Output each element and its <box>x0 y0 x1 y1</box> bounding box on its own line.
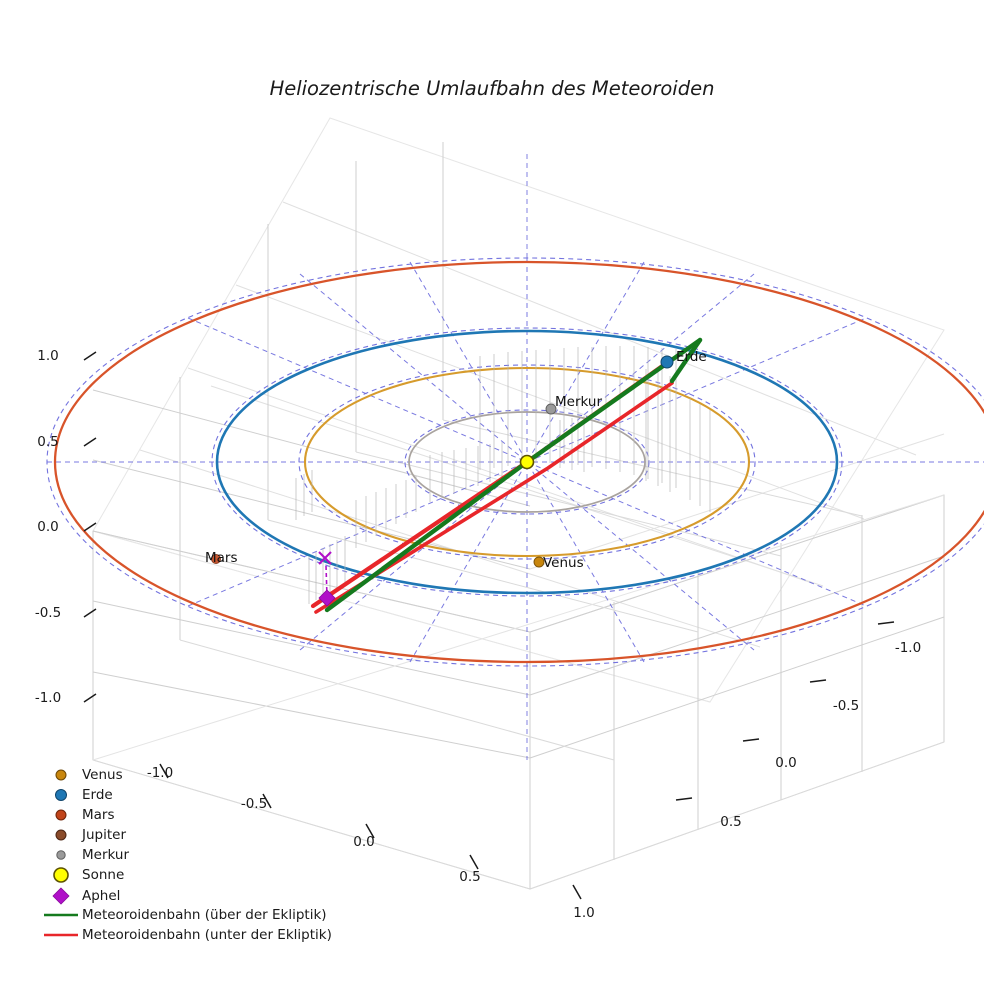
z-axis: 1.0 0.5 0.0 -0.5 -1.0 <box>35 348 97 706</box>
z-tick-label: 0.0 <box>37 519 58 535</box>
legend-marker-mars <box>55 809 67 821</box>
legend-marker-aphel <box>52 887 70 905</box>
y-tick-label: 0.0 <box>775 755 796 771</box>
z-tick-label: 1.0 <box>37 348 58 364</box>
x-tick-label: 1.0 <box>573 905 594 921</box>
x-tick-label: 0.0 <box>353 834 374 850</box>
y-tick-label: 0.5 <box>720 814 741 830</box>
orbit-venus <box>303 366 751 558</box>
legend-marker-erde <box>55 789 67 801</box>
orbit-merkur <box>408 411 646 513</box>
legend-label: Meteoroidenbahn (unter der Ekliptik) <box>82 927 332 943</box>
legend-label: Meteoroidenbahn (über der Ekliptik) <box>82 907 327 923</box>
legend-marker-venus <box>55 769 67 781</box>
orbit-mars <box>53 260 984 664</box>
page-title: Heliozentrische Umlaufbahn des Meteoroid… <box>270 77 715 100</box>
z-tick-label: -0.5 <box>35 605 61 621</box>
body-erde <box>660 355 674 369</box>
x-axis: -1.0 -0.5 0.0 0.5 1.0 <box>147 763 595 921</box>
x-tick-label: 0.5 <box>459 869 480 885</box>
legend-marker-jupiter <box>55 829 67 841</box>
legend-marker-sonne <box>53 867 69 883</box>
meteoroid-track-above-ecliptic <box>324 337 703 613</box>
body-sonne <box>519 454 535 470</box>
orbit-erde <box>215 329 839 595</box>
axes-pane-wireframe <box>92 117 945 890</box>
legend: Venus Erde Mars Jupiter Merkur Sonne Aph… <box>44 767 332 943</box>
planet-orbits <box>53 260 984 664</box>
legend-label: Merkur <box>82 847 129 863</box>
z-tick-label: -1.0 <box>35 690 61 706</box>
legend-label: Jupiter <box>81 827 126 843</box>
body-label-erde: Erde <box>676 349 707 365</box>
aphelion-drop-line <box>325 565 328 597</box>
ecliptic-radial-spokes <box>47 258 984 666</box>
planet-bodies: Merkur Venus Erde Mars <box>205 349 707 571</box>
body-label-merkur: Merkur <box>555 394 602 410</box>
legend-label: Erde <box>82 787 113 803</box>
body-label-mars: Mars <box>205 550 238 566</box>
x-tick-label: -0.5 <box>241 796 267 812</box>
body-merkur <box>545 403 557 415</box>
aphelion-projection-x-icon <box>318 551 332 565</box>
legend-marker-merkur <box>56 850 66 860</box>
body-label-venus: Venus <box>543 555 584 571</box>
legend-label: Mars <box>82 807 115 823</box>
body-venus <box>533 556 545 568</box>
y-tick-label: -0.5 <box>833 698 859 714</box>
aphelion-diamond-icon <box>318 589 336 607</box>
z-tick-label: 0.5 <box>37 434 58 450</box>
x-tick-label: -1.0 <box>147 765 173 781</box>
y-axis: -1.0 -0.5 0.0 0.5 <box>675 621 921 830</box>
aphelion-marker-group <box>318 551 336 607</box>
y-tick-label: -1.0 <box>895 640 921 656</box>
body-mars <box>211 554 221 564</box>
legend-label: Venus <box>82 767 123 783</box>
legend-label: Sonne <box>82 867 124 883</box>
legend-label: Aphel <box>82 888 120 904</box>
